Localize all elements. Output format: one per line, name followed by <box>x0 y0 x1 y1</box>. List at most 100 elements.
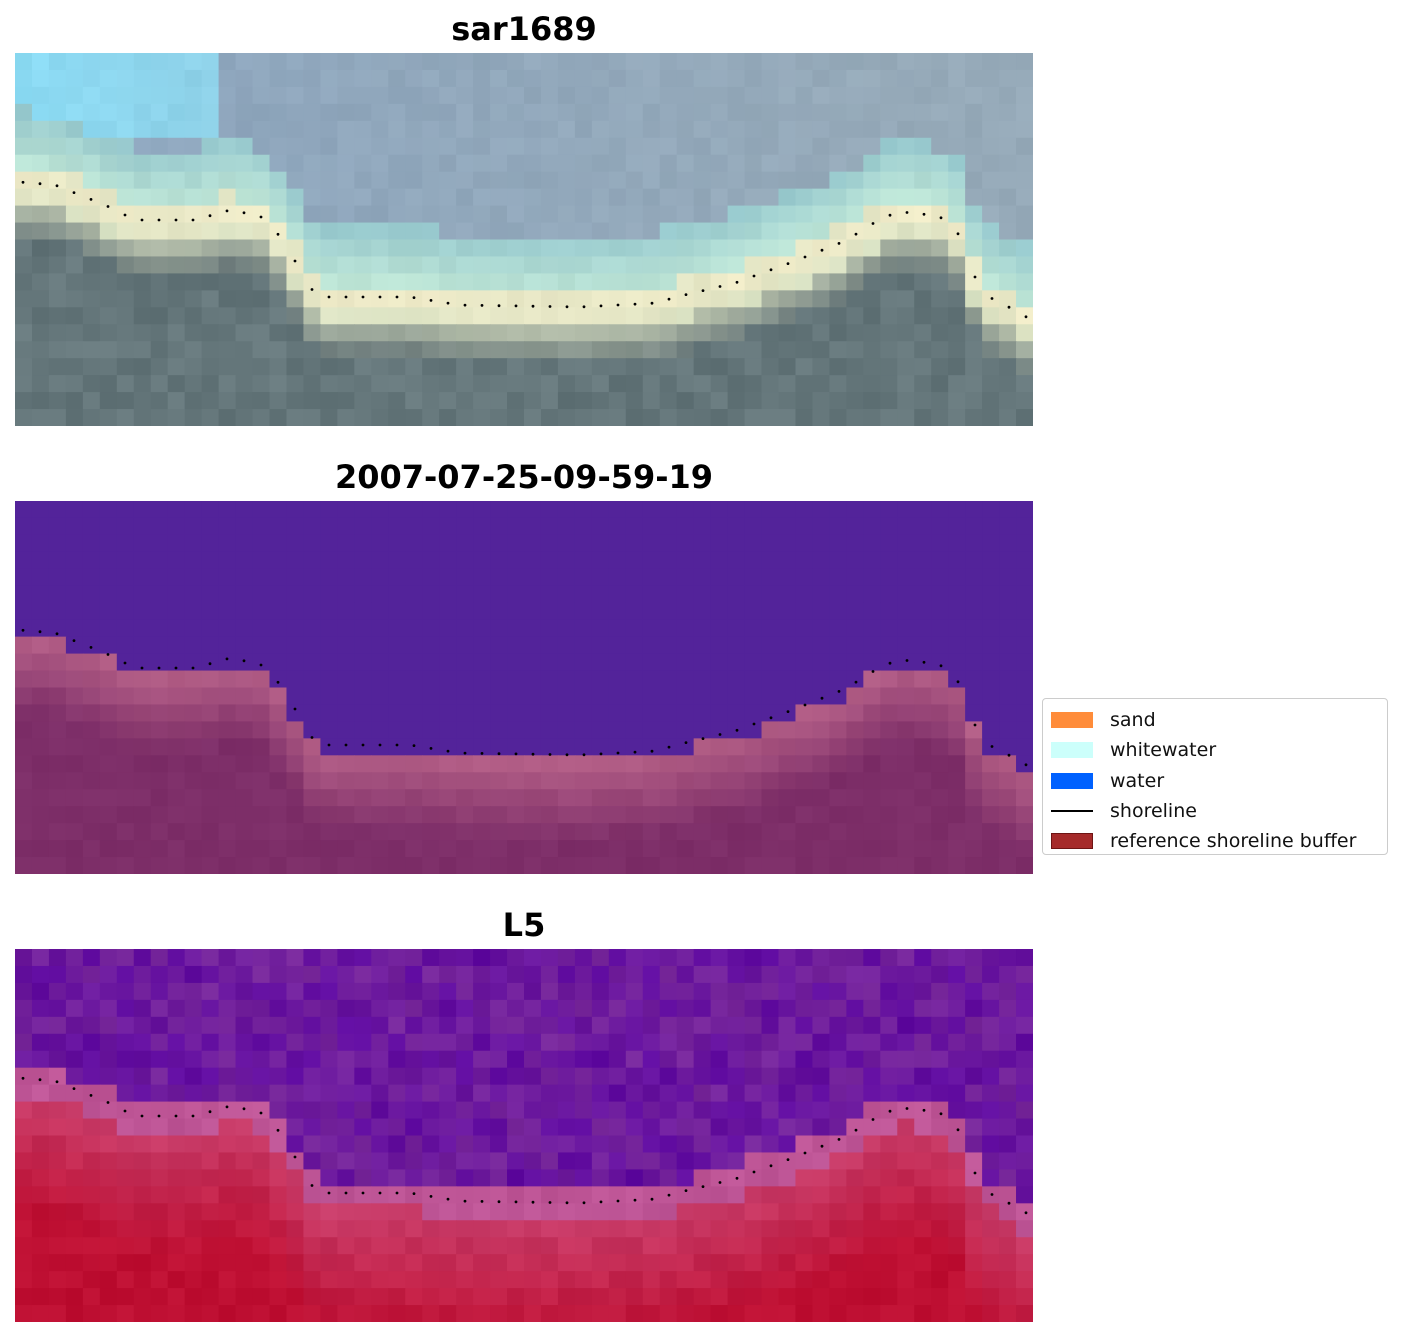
shoreline-point <box>973 275 977 279</box>
shoreline-point <box>497 304 501 308</box>
legend-item-water: water <box>1043 766 1387 796</box>
shoreline-point <box>684 293 688 296</box>
shoreline-point <box>361 743 365 747</box>
legend-color-swatch <box>1051 833 1093 850</box>
shoreline-point <box>429 299 433 302</box>
shoreline-point <box>378 295 382 299</box>
shoreline-point <box>412 296 416 299</box>
shoreline-point <box>718 733 722 736</box>
shoreline-point <box>990 297 994 300</box>
shoreline-point <box>174 218 178 222</box>
shoreline-point <box>480 752 484 755</box>
shoreline-point <box>786 262 790 265</box>
shoreline-point <box>157 666 161 670</box>
shoreline-point <box>956 680 960 684</box>
shoreline-point <box>140 666 144 670</box>
legend-color-swatch <box>1051 742 1093 759</box>
shoreline-point <box>752 274 756 278</box>
shoreline-point <box>837 690 841 693</box>
shoreline-point <box>684 1189 688 1192</box>
shoreline-point <box>395 295 399 299</box>
shoreline-point <box>123 1109 127 1113</box>
shoreline-point <box>38 1078 42 1082</box>
shoreline-point <box>259 663 263 667</box>
shoreline-point <box>514 304 518 308</box>
shoreline-point <box>157 218 161 222</box>
shoreline-point <box>106 1101 110 1104</box>
shoreline-point <box>531 304 535 308</box>
shoreline-point <box>89 198 93 201</box>
shoreline-point <box>157 1114 161 1118</box>
shoreline-point <box>412 744 416 747</box>
shoreline-point <box>344 1191 348 1195</box>
shoreline-point <box>718 1181 722 1184</box>
shoreline-point <box>208 214 212 218</box>
shoreline-point <box>327 1191 331 1195</box>
shoreline-point <box>718 285 722 288</box>
shoreline-point <box>140 1114 144 1118</box>
shoreline-point <box>820 248 824 252</box>
shoreline-point <box>395 743 399 747</box>
legend-color-swatch <box>1051 772 1093 789</box>
shoreline-point <box>174 1114 178 1118</box>
shoreline-point <box>905 659 909 662</box>
shoreline-point <box>616 303 620 307</box>
shoreline-point <box>803 703 807 707</box>
shoreline-point <box>378 743 382 747</box>
shoreline-point <box>905 211 909 214</box>
shoreline-point <box>939 216 943 220</box>
shoreline-point <box>667 745 671 749</box>
shoreline-point <box>1007 1201 1011 1205</box>
legend-label: reference shoreline buffer <box>1110 830 1357 853</box>
shoreline-point <box>599 752 603 756</box>
shoreline-point <box>956 1128 960 1132</box>
shoreline-point <box>72 639 76 642</box>
shoreline-point <box>242 211 246 215</box>
shoreline-point <box>174 666 178 670</box>
shoreline-point <box>990 745 994 748</box>
shoreline-point <box>106 653 110 656</box>
legend-label: sand <box>1110 709 1156 731</box>
shoreline-point <box>667 1193 671 1197</box>
legend-item-reference-shoreline-buffer: reference shoreline buffer <box>1043 826 1387 856</box>
shoreline-point <box>123 661 127 665</box>
shoreline-point <box>21 180 25 184</box>
shoreline-point <box>769 1164 773 1168</box>
shoreline-point <box>854 232 858 236</box>
shoreline-point <box>701 1185 705 1188</box>
shoreline-point <box>582 305 586 309</box>
shoreline-point <box>55 1080 59 1084</box>
shoreline-point <box>310 1184 314 1187</box>
shoreline-point <box>837 242 841 245</box>
shoreline-point <box>191 218 195 222</box>
panel-title-rgb: sar1689 <box>451 10 597 48</box>
shoreline-point <box>888 213 892 217</box>
shoreline-point <box>38 630 42 634</box>
shoreline-point <box>565 1201 569 1205</box>
shoreline-point <box>667 297 671 301</box>
shoreline-point <box>735 728 739 732</box>
shoreline-point <box>21 1076 25 1080</box>
shoreline-point <box>106 205 110 208</box>
shoreline-point <box>531 1200 535 1204</box>
shoreline-point <box>548 305 552 308</box>
shoreline-point <box>973 723 977 727</box>
shoreline-point <box>633 1198 637 1202</box>
shoreline-point <box>310 736 314 739</box>
shoreline-point <box>293 259 297 263</box>
legend: sand whitewater water shoreline reference sh… <box>1042 698 1388 855</box>
shoreline-point <box>395 1191 399 1195</box>
shoreline-point <box>1024 1211 1028 1215</box>
shoreline-point <box>939 1112 943 1116</box>
shoreline-point <box>497 752 501 756</box>
shoreline-point <box>701 737 705 740</box>
shoreline-point <box>242 659 246 663</box>
shoreline-point <box>548 1201 552 1204</box>
shoreline-point <box>327 295 331 299</box>
shoreline-point <box>650 1197 654 1201</box>
shoreline-point <box>820 696 824 700</box>
shoreline-point <box>752 722 756 726</box>
shoreline-point <box>89 646 93 649</box>
shoreline-point <box>633 302 637 306</box>
legend-item-sand: sand <box>1043 705 1387 735</box>
